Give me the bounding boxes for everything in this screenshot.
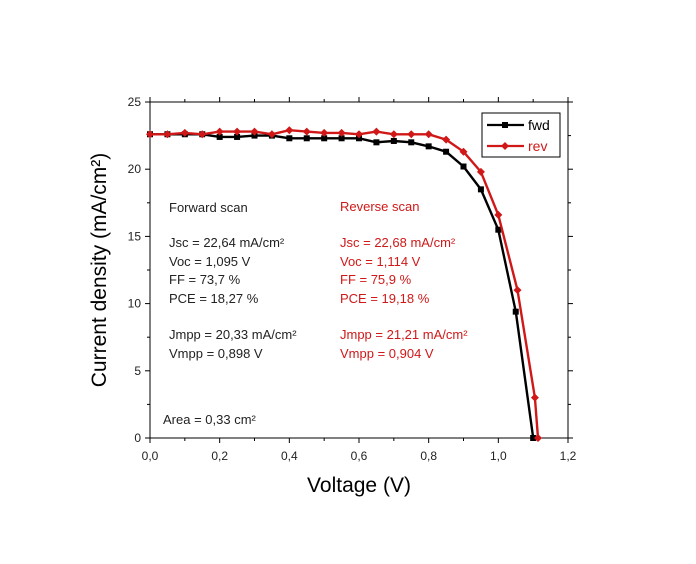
- data-point-fwd: [234, 133, 241, 140]
- forward-pce: PCE = 18,27 %: [169, 291, 259, 306]
- data-point-rev: [407, 130, 416, 139]
- data-point-fwd: [286, 135, 293, 142]
- y-tick-label: 25: [128, 95, 142, 109]
- data-point-fwd: [477, 186, 484, 193]
- reverse-pce: PCE = 19,18 %: [340, 291, 430, 306]
- y-tick-label: 0: [134, 431, 141, 445]
- data-point-rev: [476, 167, 485, 176]
- data-point-rev: [163, 130, 172, 139]
- forward-jmpp: Jmpp = 20,33 mA/cm²: [169, 327, 297, 342]
- y-tick-label: 10: [128, 297, 142, 311]
- data-point-rev: [267, 130, 276, 139]
- y-tick-label: 20: [128, 162, 142, 176]
- data-point-rev: [513, 286, 522, 295]
- data-point-fwd: [373, 139, 380, 146]
- data-point-fwd: [251, 132, 258, 139]
- reverse-jmpp: Jmpp = 21,21 mA/cm²: [340, 327, 468, 342]
- legend-rev-marker: [501, 142, 509, 150]
- data-point-rev: [442, 135, 451, 144]
- reverse-vmpp: Vmpp = 0,904 V: [340, 346, 434, 361]
- data-point-fwd: [216, 133, 223, 140]
- data-point-rev: [180, 128, 189, 137]
- data-point-rev: [215, 127, 224, 136]
- reverse-scan-title: Reverse scan: [340, 199, 419, 214]
- forward-scan-title: Forward scan: [169, 200, 248, 215]
- data-point-fwd: [530, 435, 537, 441]
- data-point-rev: [355, 130, 363, 139]
- x-tick-label: 0,2: [211, 449, 228, 463]
- series-layer: [146, 126, 543, 442]
- forward-ff: FF = 73,7 %: [169, 272, 241, 287]
- data-point-fwd: [443, 148, 450, 155]
- data-point-rev: [285, 126, 294, 135]
- forward-scan-annotation: Forward scan Jsc = 22,64 mA/cm² Voc = 1,…: [169, 200, 297, 361]
- x-tick-label: 0,4: [281, 449, 298, 463]
- data-point-rev: [250, 127, 259, 136]
- reverse-scan-annotation: Reverse scan Jsc = 22,68 mA/cm² Voc = 1,…: [340, 199, 468, 361]
- data-point-rev: [233, 127, 242, 136]
- data-point-rev: [459, 147, 468, 156]
- data-point-rev: [198, 130, 207, 139]
- device-area-label: Area = 0,33 cm²: [163, 412, 257, 427]
- data-point-fwd: [425, 143, 432, 150]
- data-point-rev: [530, 393, 539, 402]
- data-point-rev: [494, 210, 503, 219]
- x-tick-label: 0,0: [142, 449, 159, 463]
- data-point-fwd: [303, 135, 310, 142]
- data-point-rev: [146, 130, 154, 139]
- data-point-fwd: [390, 137, 397, 144]
- data-point-rev: [302, 127, 311, 136]
- x-tick-label: 1,2: [560, 449, 577, 463]
- data-point-fwd: [321, 135, 328, 142]
- data-point-fwd: [338, 135, 345, 142]
- y-axis-title: Current density (mA/cm²): [88, 153, 111, 388]
- data-point-rev: [424, 130, 433, 139]
- data-point-rev: [372, 127, 381, 136]
- forward-jsc: Jsc = 22,64 mA/cm²: [169, 235, 285, 250]
- legend-rev-label: rev: [528, 138, 547, 154]
- reverse-ff: FF = 75,9 %: [340, 272, 412, 287]
- x-axis-title: Voltage (V): [307, 474, 411, 497]
- data-point-rev: [389, 130, 398, 139]
- legend: fwd rev: [481, 112, 561, 158]
- reverse-voc: Voc = 1,114 V: [340, 254, 421, 269]
- y-tick-label: 15: [128, 229, 142, 243]
- x-tick-label: 0,6: [351, 449, 368, 463]
- forward-voc: Voc = 1,095 V: [169, 254, 251, 269]
- forward-vmpp: Vmpp = 0,898 V: [169, 346, 263, 361]
- x-axis-ticks: 0,0 0,2 0,4 0,6 0,8 1,0 1,2: [142, 97, 577, 463]
- data-point-fwd: [512, 308, 519, 315]
- y-axis-ticks: 0 5 10 15 20 25: [128, 95, 573, 445]
- data-point-rev: [337, 128, 346, 137]
- legend-fwd-label: fwd: [528, 117, 550, 133]
- data-point-fwd: [460, 163, 467, 170]
- x-tick-label: 1,0: [490, 449, 507, 463]
- x-tick-label: 0,8: [420, 449, 437, 463]
- data-point-fwd: [408, 139, 415, 146]
- legend-box: [481, 112, 561, 158]
- reverse-jsc: Jsc = 22,68 mA/cm²: [340, 235, 456, 250]
- data-point-rev: [320, 128, 329, 137]
- data-point-fwd: [495, 226, 502, 233]
- data-point-fwd: [356, 135, 362, 142]
- y-tick-label: 5: [134, 364, 141, 378]
- data-point-rev: [534, 434, 543, 442]
- legend-fwd-marker: [502, 122, 508, 128]
